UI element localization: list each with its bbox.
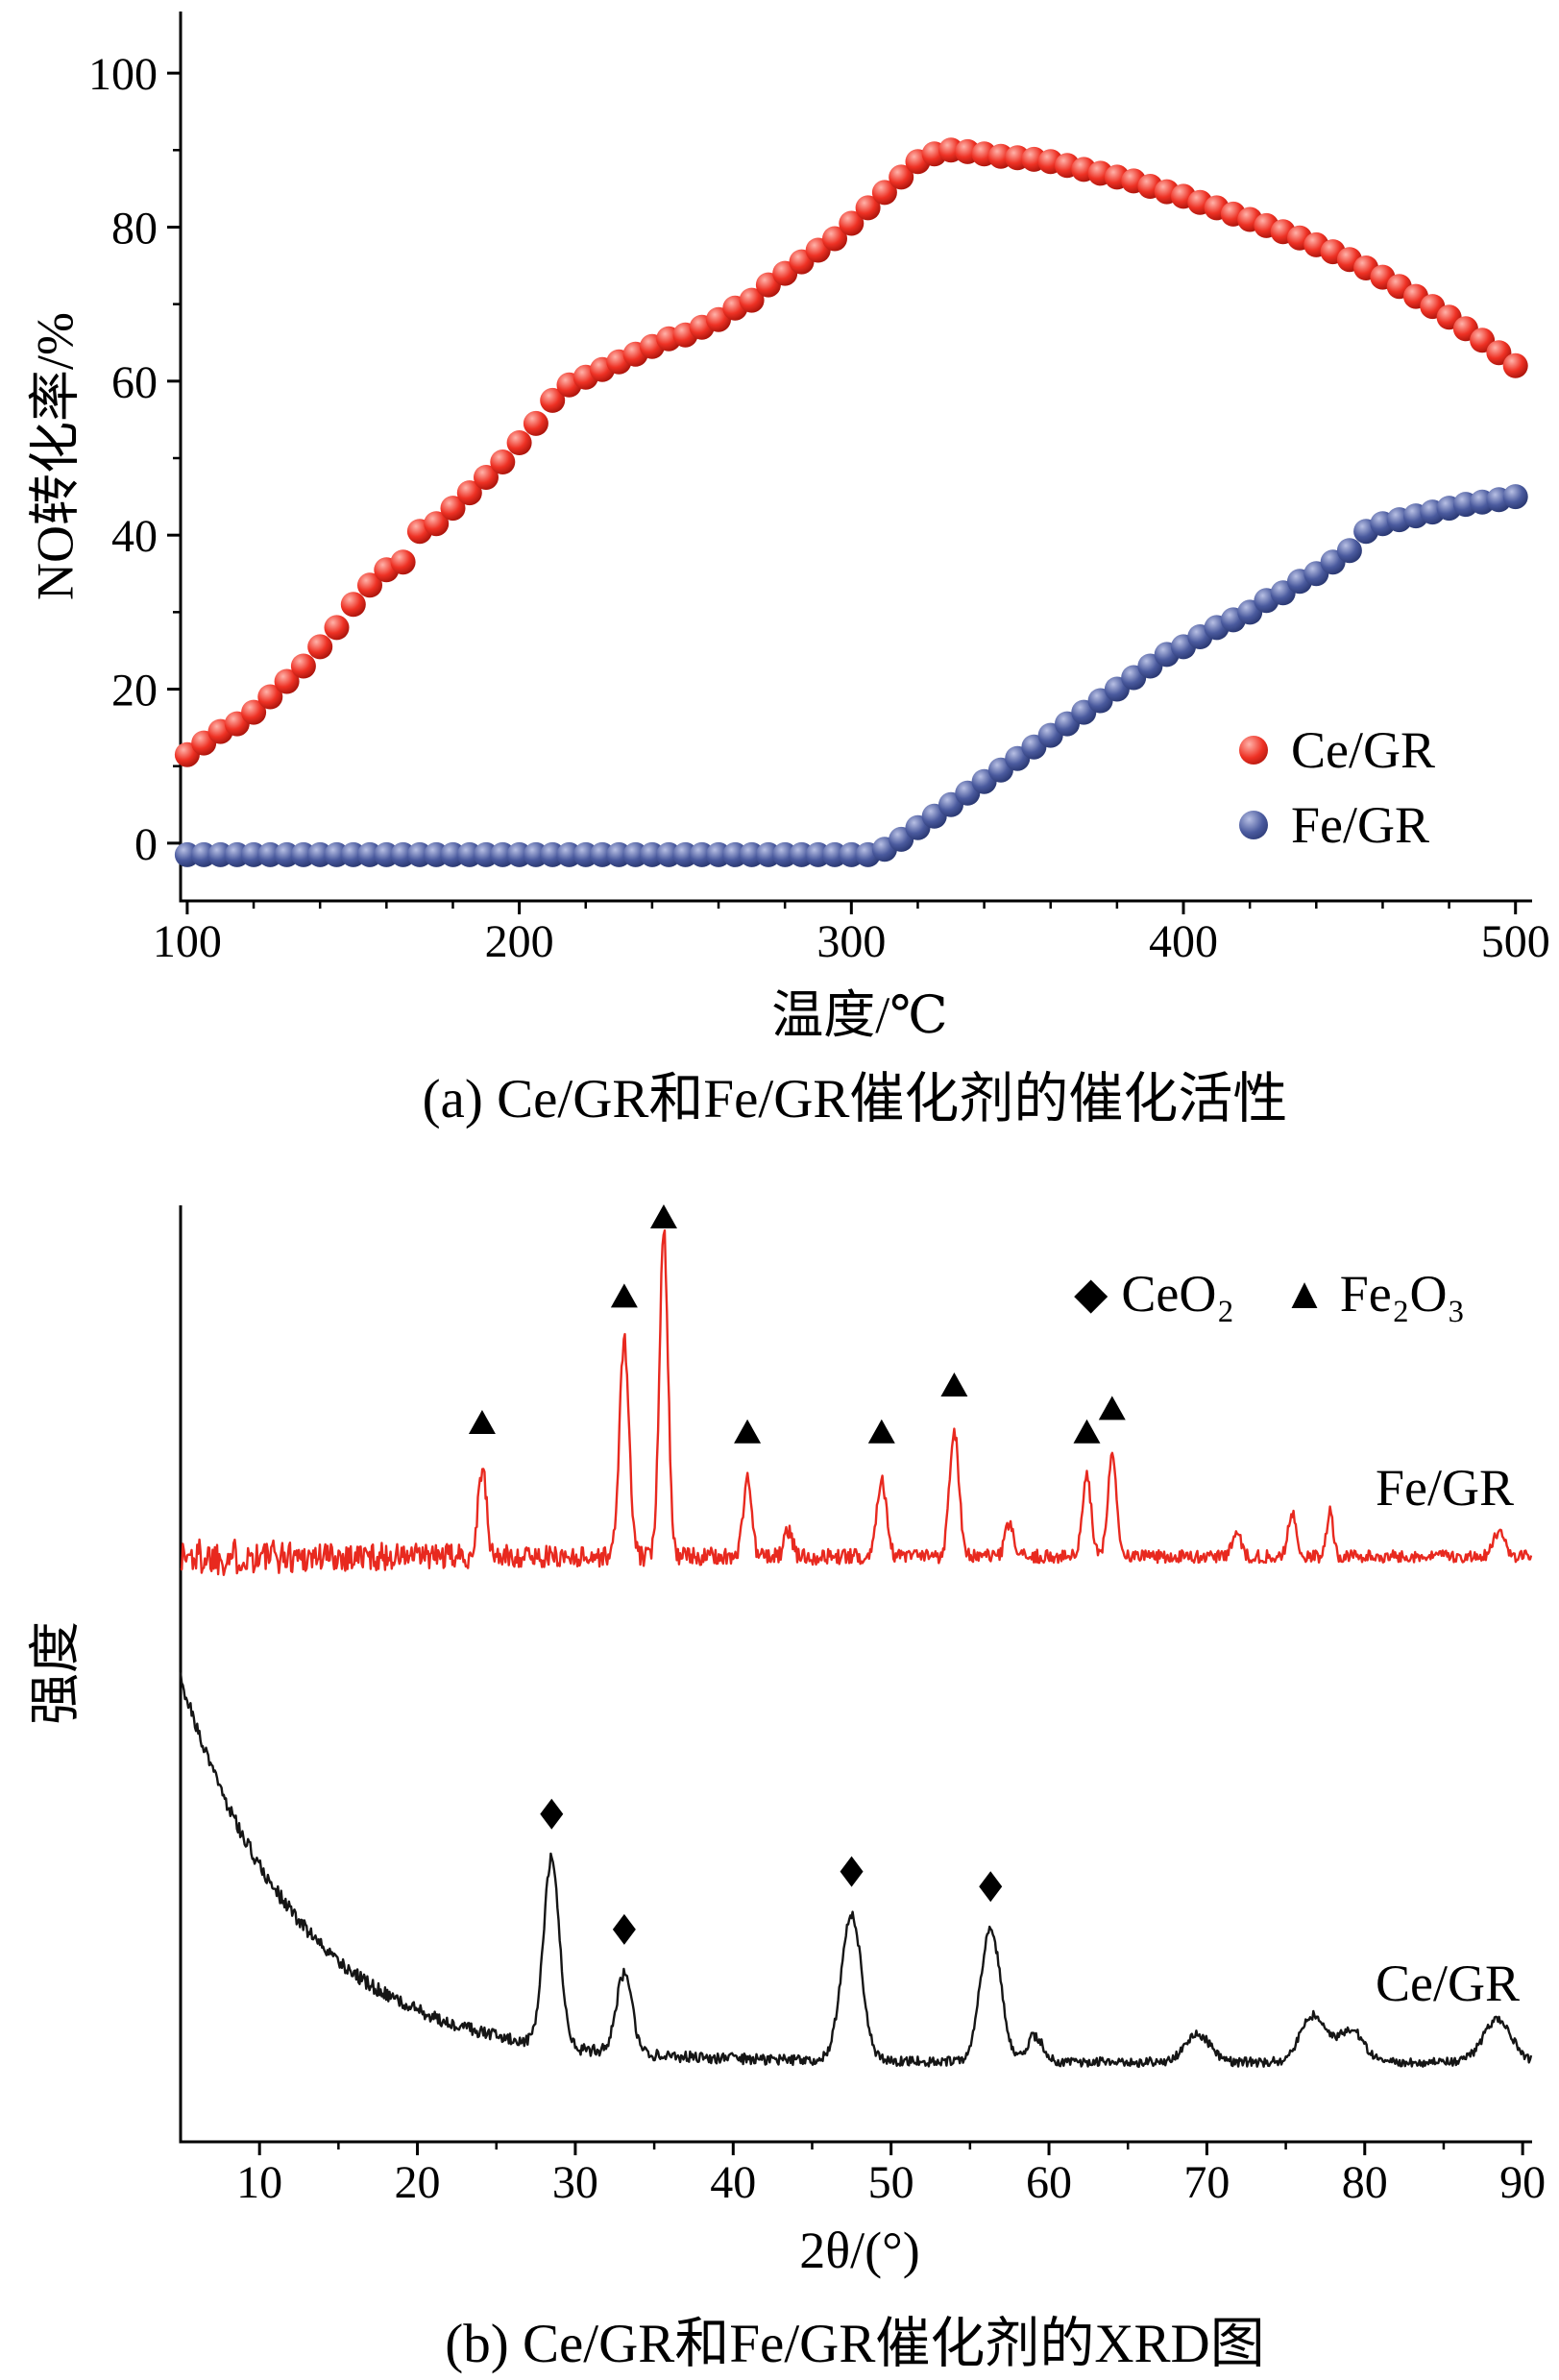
data-point-ce-gr xyxy=(357,572,382,598)
data-point-ce-gr xyxy=(456,480,482,506)
fe2o3-triangle-icon xyxy=(610,1283,638,1308)
legend-label-fe-gr: Fe/GR xyxy=(1291,796,1430,854)
x-tick-label: 200 xyxy=(485,916,554,967)
data-point-ce-gr xyxy=(540,387,566,413)
ceo2-diamond-icon xyxy=(979,1871,1003,1903)
data-point-ce-gr xyxy=(1502,352,1528,378)
data-point-ce-gr xyxy=(506,430,532,455)
x-tick-label: 90 xyxy=(1499,2157,1546,2208)
data-point-ce-gr xyxy=(274,668,300,694)
data-point-ce-gr xyxy=(290,653,316,679)
activity-chart: 100 200 300 400 500 0 20 40 60 80 100 xyxy=(88,12,1550,967)
xrd-trace-label-fe-gr: Fe/GR xyxy=(1376,1459,1515,1517)
data-point-fe-gr xyxy=(1502,484,1528,510)
ceo2-diamond-icon xyxy=(612,1913,636,1945)
y-tick-label: 60 xyxy=(111,357,158,408)
data-point-ce-gr xyxy=(390,549,416,575)
ceo2-diamond-icon xyxy=(840,1856,864,1887)
xrd-axes xyxy=(179,1205,1532,2144)
fe2o3-triangle-icon xyxy=(649,1204,677,1228)
ceo2-diamond-icon xyxy=(540,1798,564,1830)
data-point-ce-gr xyxy=(307,634,333,660)
y-tick-label: 100 xyxy=(88,49,158,100)
x-tick-label: 500 xyxy=(1481,916,1550,967)
data-point-ce-gr xyxy=(839,210,865,236)
xrd-x-axis-label: 2θ/(°) xyxy=(799,2222,920,2279)
data-point-ce-gr xyxy=(440,496,466,522)
activity-y-axis-label: NO转化率/% xyxy=(26,312,85,600)
activity-legend: Ce/GR Fe/GR xyxy=(1239,720,1435,855)
data-point-ce-gr xyxy=(889,164,914,190)
ce-gr-marker-icon xyxy=(1239,736,1268,765)
legend-item-fe2o3: ▲ Fe₂O₃ xyxy=(1282,1264,1465,1324)
xrd-trace-fe-gr xyxy=(180,1228,1533,1576)
y-tick-label: 20 xyxy=(111,666,158,716)
caption-b: (b) Ce/GR和Fe/GR催化剂的XRD图 xyxy=(445,2314,1265,2374)
xrd-legend: ◆ CeO₂ ▲ Fe₂O₃ xyxy=(1074,1264,1465,1324)
xrd-trace-ce-gr xyxy=(179,1672,1533,2069)
caption-a: (a) Ce/GR和Fe/GR催化剂的催化活性 xyxy=(422,1069,1288,1129)
data-point-ce-gr xyxy=(424,511,450,537)
x-tick-label: 60 xyxy=(1026,2157,1072,2208)
legend-label-fe2o3: Fe₂O₃ xyxy=(1339,1265,1466,1323)
data-point-ce-gr xyxy=(523,410,548,436)
data-point-ce-gr xyxy=(257,684,283,710)
legend-label-ceo2: CeO₂ xyxy=(1121,1265,1235,1323)
legend-item-fe-gr: Fe/GR xyxy=(1239,795,1435,855)
data-point-ce-gr xyxy=(324,615,350,641)
y-tick-label: 80 xyxy=(111,203,158,254)
legend-item-ce-gr: Ce/GR xyxy=(1239,720,1435,780)
fe2o3-triangle-icon xyxy=(867,1419,895,1444)
data-point-ce-gr xyxy=(241,699,267,725)
y-tick-label: 0 xyxy=(134,819,158,870)
fe-gr-marker-icon xyxy=(1239,811,1268,839)
x-tick-label: 400 xyxy=(1149,916,1218,967)
x-tick-label: 40 xyxy=(710,2157,756,2208)
x-tick-label: 100 xyxy=(153,916,222,967)
x-tick-label: 80 xyxy=(1342,2157,1388,2208)
legend-item-ceo2: ◆ CeO₂ xyxy=(1074,1264,1234,1324)
xrd-chart: 10 20 30 40 50 60 70 80 90 xyxy=(179,1204,1546,2208)
data-point-ce-gr xyxy=(739,287,765,313)
data-point-ce-gr xyxy=(340,592,366,618)
x-tick-label: 70 xyxy=(1183,2157,1230,2208)
x-tick-label: 50 xyxy=(868,2157,914,2208)
data-point-ce-gr xyxy=(474,465,499,490)
diamond-icon: ◆ xyxy=(1074,1269,1108,1318)
xrd-trace-label-ce-gr: Ce/GR xyxy=(1376,1955,1521,2012)
activity-axes xyxy=(179,12,1532,903)
fe2o3-triangle-icon xyxy=(1098,1396,1126,1421)
y-tick-label: 40 xyxy=(111,511,158,562)
fe2o3-triangle-icon xyxy=(1073,1419,1101,1444)
fe2o3-triangle-icon xyxy=(734,1419,762,1444)
triangle-icon: ▲ xyxy=(1282,1269,1327,1318)
data-point-ce-gr xyxy=(871,180,897,206)
x-tick-label: 300 xyxy=(816,916,886,967)
data-point-ce-gr xyxy=(822,226,847,252)
data-point-ce-gr xyxy=(490,449,516,474)
xrd-y-axis-label: 强度 xyxy=(26,1621,85,1725)
legend-label-ce-gr: Ce/GR xyxy=(1291,721,1436,779)
fe2o3-triangle-icon xyxy=(940,1372,968,1396)
data-point-fe-gr xyxy=(1336,538,1362,564)
x-tick-label: 30 xyxy=(552,2157,598,2208)
activity-x-axis-label: 温度/℃ xyxy=(771,986,948,1044)
x-tick-label: 10 xyxy=(236,2157,282,2208)
data-point-ce-gr xyxy=(855,195,881,221)
fe2o3-triangle-icon xyxy=(468,1410,496,1434)
x-tick-label: 20 xyxy=(395,2157,441,2208)
